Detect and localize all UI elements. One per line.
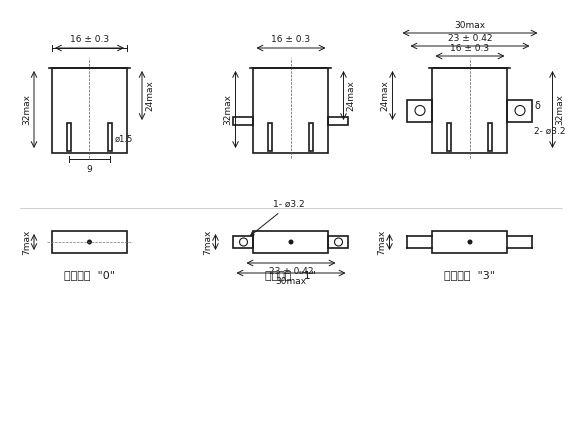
Text: δ: δ	[534, 101, 540, 110]
Text: 安装方式  "3": 安装方式 "3"	[445, 270, 495, 280]
Text: 24max: 24max	[346, 80, 356, 111]
Text: 32max: 32max	[223, 94, 232, 125]
Text: 安装方式  "1": 安装方式 "1"	[265, 270, 317, 280]
Text: 30max: 30max	[275, 277, 307, 286]
Circle shape	[87, 239, 92, 244]
Bar	[448, 123, 452, 151]
Bar	[310, 123, 314, 151]
Bar	[254, 68, 328, 153]
Bar	[254, 231, 328, 253]
Text: 9: 9	[87, 165, 93, 174]
Bar	[328, 236, 349, 248]
Text: 32max: 32max	[22, 94, 31, 125]
Bar	[52, 231, 127, 253]
Circle shape	[289, 239, 293, 244]
Circle shape	[467, 239, 473, 244]
Text: 2- ø3.2: 2- ø3.2	[534, 126, 566, 135]
Bar	[432, 68, 508, 153]
Text: 7max: 7max	[22, 229, 31, 255]
Text: 30max: 30max	[455, 21, 485, 30]
Text: 16 ± 0.3: 16 ± 0.3	[70, 35, 109, 44]
Text: 16 ± 0.3: 16 ± 0.3	[271, 35, 311, 44]
Bar	[52, 68, 127, 153]
Text: 24max: 24max	[145, 80, 154, 111]
Bar	[108, 123, 112, 151]
Bar	[508, 99, 533, 121]
Bar	[268, 123, 272, 151]
Bar	[328, 117, 349, 125]
Bar	[407, 99, 432, 121]
Text: ø1.5: ø1.5	[115, 135, 133, 144]
Bar	[67, 123, 71, 151]
Text: 1- ø3.2: 1- ø3.2	[250, 200, 305, 236]
Text: 7max: 7max	[204, 229, 212, 255]
Text: 安装方式  "0": 安装方式 "0"	[64, 270, 115, 280]
Bar	[432, 231, 508, 253]
Text: 16 ± 0.3: 16 ± 0.3	[450, 44, 489, 53]
Bar	[233, 236, 254, 248]
Text: 24max: 24max	[381, 80, 389, 111]
Text: 23 ± 0.42: 23 ± 0.42	[269, 267, 313, 276]
Bar	[488, 123, 492, 151]
Text: 7max: 7max	[378, 229, 386, 255]
Text: 23 ± 0.42: 23 ± 0.42	[448, 34, 492, 43]
Text: 32max: 32max	[555, 94, 565, 125]
Bar	[233, 117, 254, 125]
